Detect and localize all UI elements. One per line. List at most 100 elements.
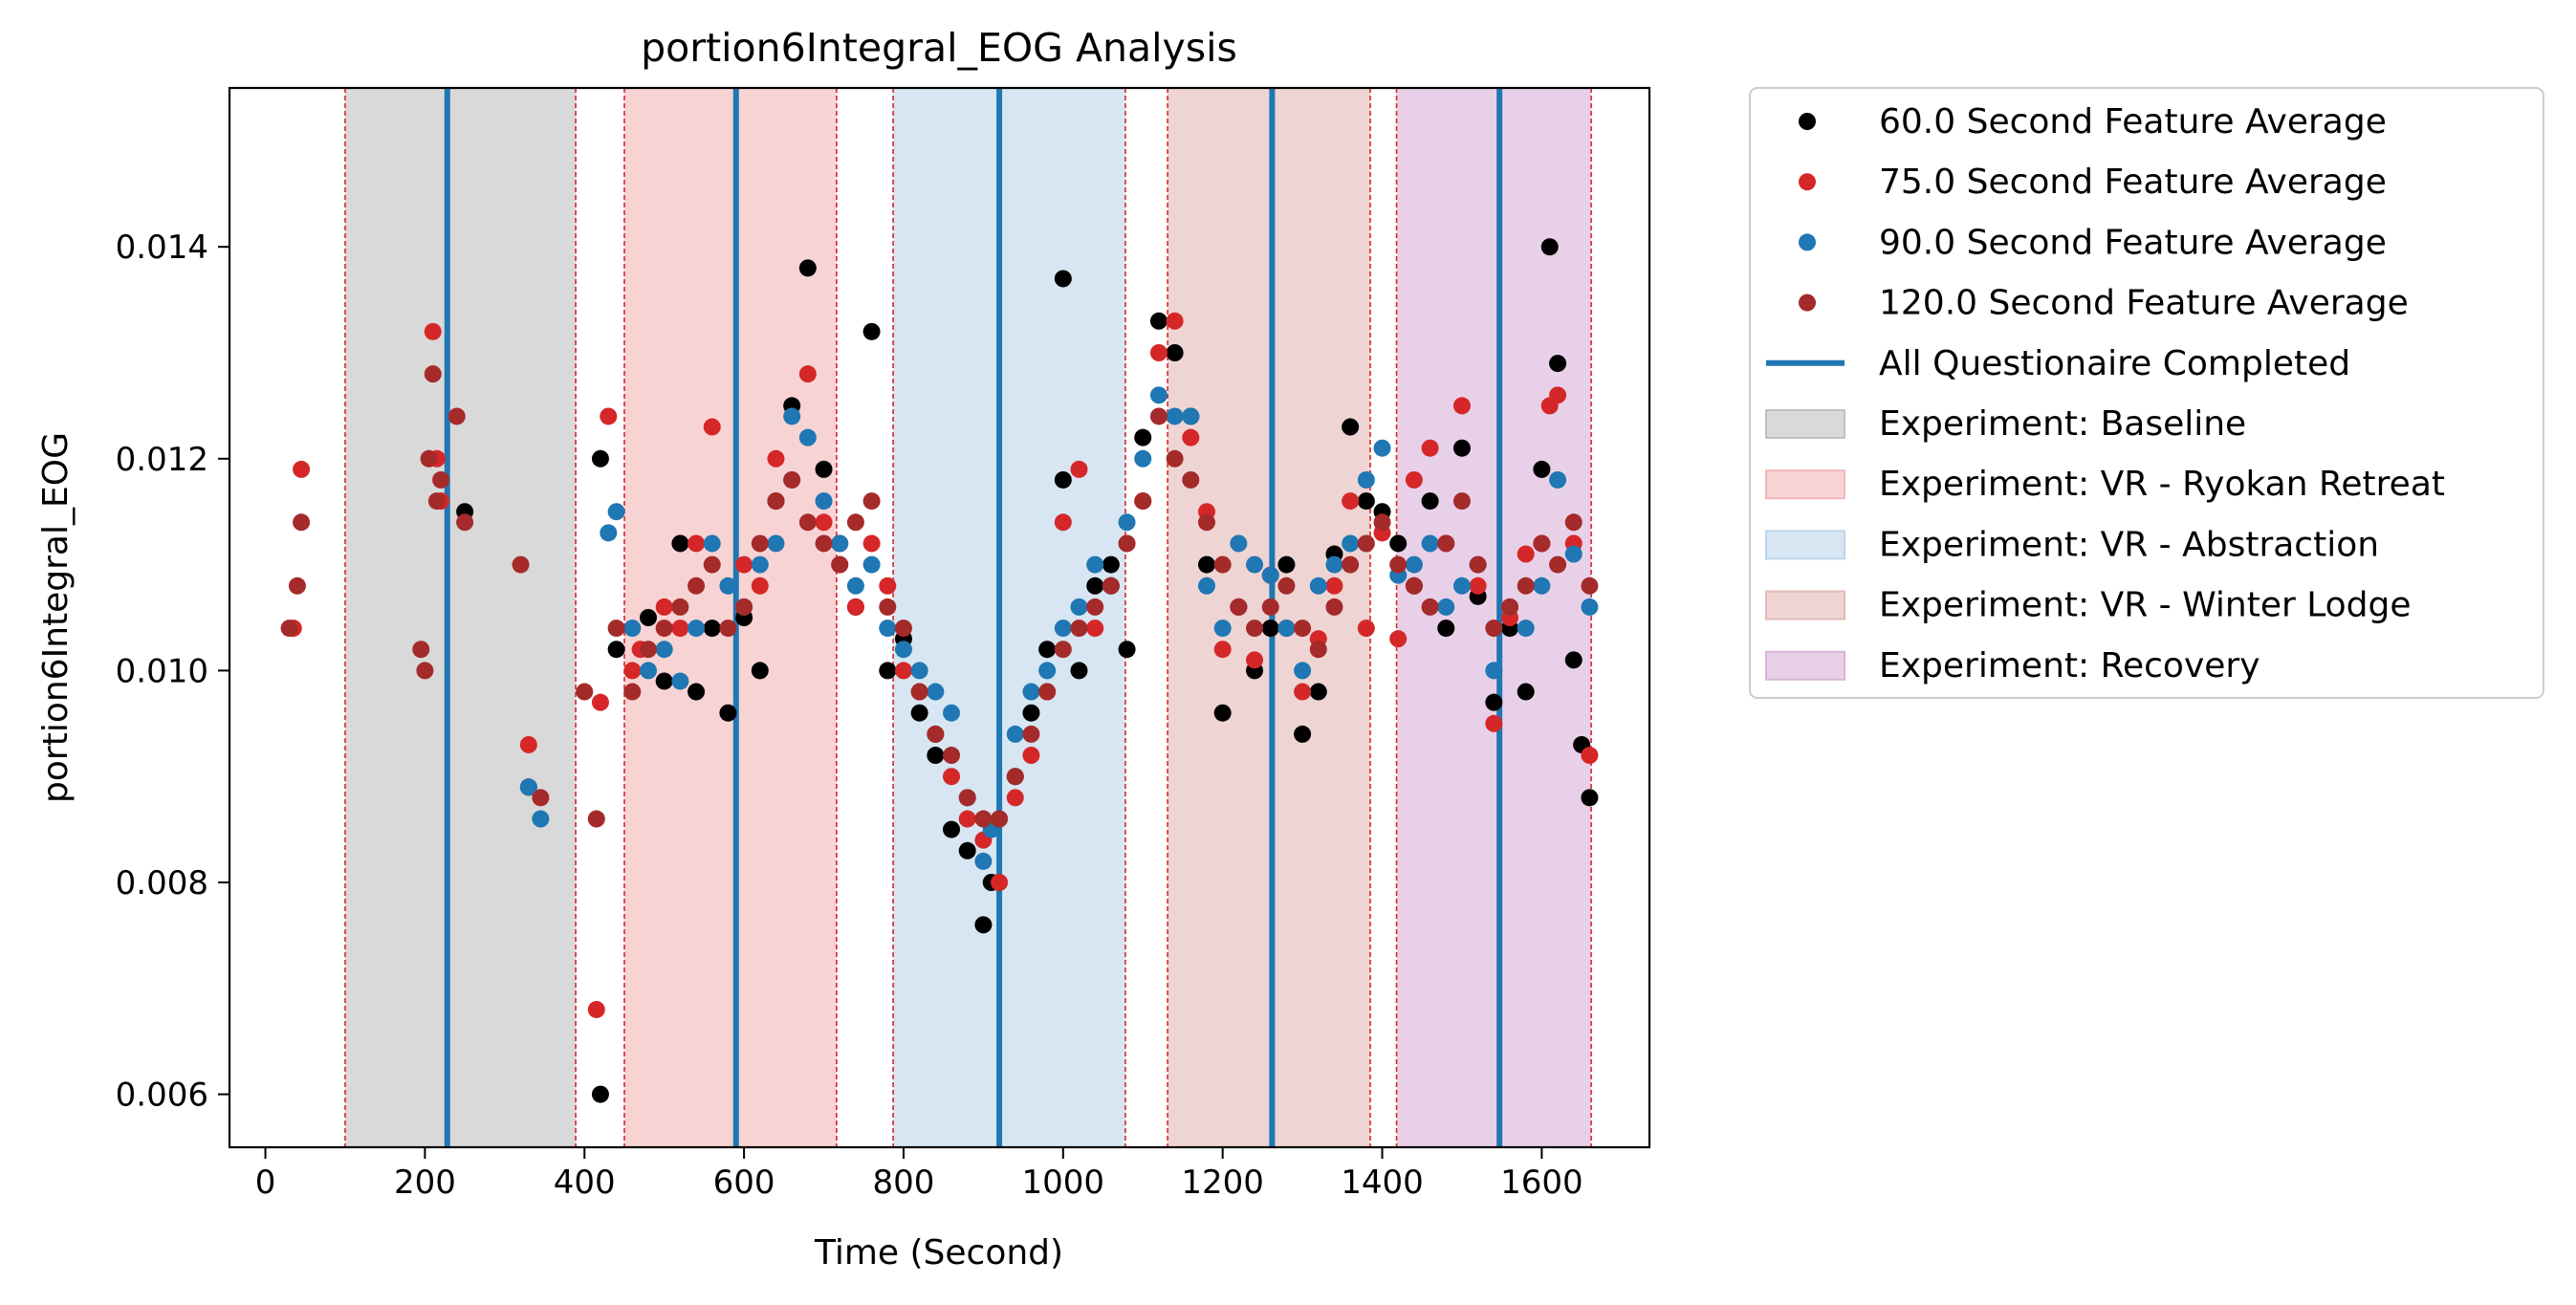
data-point bbox=[703, 534, 721, 553]
data-point bbox=[1070, 620, 1088, 638]
data-point bbox=[280, 620, 298, 638]
data-point bbox=[1294, 683, 1312, 701]
data-point bbox=[1134, 449, 1152, 468]
data-point bbox=[587, 810, 605, 828]
data-point bbox=[655, 641, 673, 659]
data-point bbox=[719, 576, 737, 595]
x-tick-label: 0 bbox=[255, 1164, 276, 1202]
data-point bbox=[639, 662, 657, 680]
data-point bbox=[639, 609, 657, 626]
data-point bbox=[1054, 513, 1072, 532]
data-point bbox=[991, 874, 1009, 891]
data-point bbox=[751, 534, 769, 553]
legend-marker bbox=[1799, 173, 1816, 191]
legend-label: All Questionaire Completed bbox=[1879, 344, 2350, 383]
x-tick-label: 1000 bbox=[1022, 1164, 1105, 1202]
data-point bbox=[1182, 407, 1200, 425]
data-point bbox=[1294, 662, 1312, 680]
data-point bbox=[519, 778, 537, 796]
data-point bbox=[798, 428, 817, 446]
data-point bbox=[1389, 630, 1408, 648]
data-point bbox=[1469, 555, 1487, 574]
legend-patch bbox=[1765, 590, 1845, 620]
data-point bbox=[1086, 598, 1104, 616]
data-point bbox=[1421, 598, 1439, 616]
data-point bbox=[846, 513, 864, 532]
data-point bbox=[831, 555, 849, 574]
data-point bbox=[943, 704, 961, 722]
data-point bbox=[1309, 683, 1327, 701]
data-point bbox=[1022, 747, 1040, 765]
data-point bbox=[1357, 534, 1375, 553]
data-point bbox=[719, 704, 737, 722]
data-point bbox=[703, 620, 721, 638]
data-point bbox=[815, 534, 833, 553]
data-point bbox=[1517, 576, 1535, 595]
data-point bbox=[420, 449, 438, 468]
x-tick-label: 200 bbox=[394, 1164, 456, 1202]
regions-layer bbox=[344, 88, 1592, 1147]
data-point bbox=[1230, 534, 1248, 553]
data-point bbox=[1373, 439, 1391, 457]
data-point bbox=[1261, 620, 1279, 638]
data-point bbox=[1469, 576, 1487, 595]
data-point bbox=[671, 598, 689, 616]
data-point bbox=[1581, 747, 1599, 765]
data-point bbox=[1054, 470, 1072, 489]
data-point bbox=[1421, 439, 1439, 457]
data-point bbox=[1437, 620, 1455, 638]
data-point bbox=[1022, 704, 1040, 722]
data-point bbox=[1134, 492, 1152, 511]
data-point bbox=[1581, 598, 1599, 616]
data-point bbox=[1437, 534, 1455, 553]
data-point bbox=[703, 418, 721, 436]
data-point bbox=[519, 735, 537, 753]
data-point bbox=[1166, 312, 1184, 330]
y-tick-label: 0.014 bbox=[116, 228, 208, 267]
data-point bbox=[623, 683, 642, 701]
data-point bbox=[846, 598, 864, 616]
data-point bbox=[1277, 620, 1296, 638]
data-point bbox=[1070, 460, 1088, 478]
data-point bbox=[1581, 789, 1599, 807]
data-point bbox=[607, 641, 625, 659]
data-point bbox=[1405, 555, 1423, 574]
data-point bbox=[688, 683, 706, 701]
x-tick-label: 1400 bbox=[1341, 1164, 1424, 1202]
y-tick-label: 0.006 bbox=[116, 1077, 208, 1115]
data-point bbox=[927, 747, 945, 765]
data-point bbox=[639, 641, 657, 659]
x-axis-label: Time (Second) bbox=[814, 1233, 1063, 1272]
data-point bbox=[412, 641, 430, 659]
data-point bbox=[846, 576, 864, 595]
legend-marker bbox=[1799, 233, 1816, 251]
data-point bbox=[416, 662, 434, 680]
data-point bbox=[1070, 662, 1088, 680]
data-point bbox=[1166, 449, 1184, 468]
legend-label: Experiment: Recovery bbox=[1879, 646, 2260, 685]
data-point bbox=[427, 492, 446, 511]
data-point bbox=[751, 662, 769, 680]
data-point bbox=[1038, 641, 1057, 659]
data-point bbox=[1501, 598, 1519, 616]
data-point bbox=[1309, 641, 1327, 659]
y-ticks-layer: 0.006 0.008 0.010 0.012 0.014 bbox=[116, 228, 229, 1115]
data-point bbox=[735, 555, 753, 574]
x-tick-label: 800 bbox=[873, 1164, 935, 1202]
data-point bbox=[943, 768, 961, 786]
data-point bbox=[815, 513, 833, 532]
data-point bbox=[767, 492, 785, 511]
data-point bbox=[1054, 641, 1072, 659]
data-point bbox=[1022, 683, 1040, 701]
data-point bbox=[293, 460, 311, 478]
data-point bbox=[815, 492, 833, 511]
data-point bbox=[1086, 576, 1104, 595]
data-point bbox=[1149, 407, 1168, 425]
data-point bbox=[751, 576, 769, 595]
region-band bbox=[1168, 88, 1371, 1147]
data-point bbox=[1230, 598, 1248, 616]
data-point bbox=[576, 683, 594, 701]
legend-label: 60.0 Second Feature Average bbox=[1879, 102, 2387, 141]
data-point bbox=[943, 747, 961, 765]
